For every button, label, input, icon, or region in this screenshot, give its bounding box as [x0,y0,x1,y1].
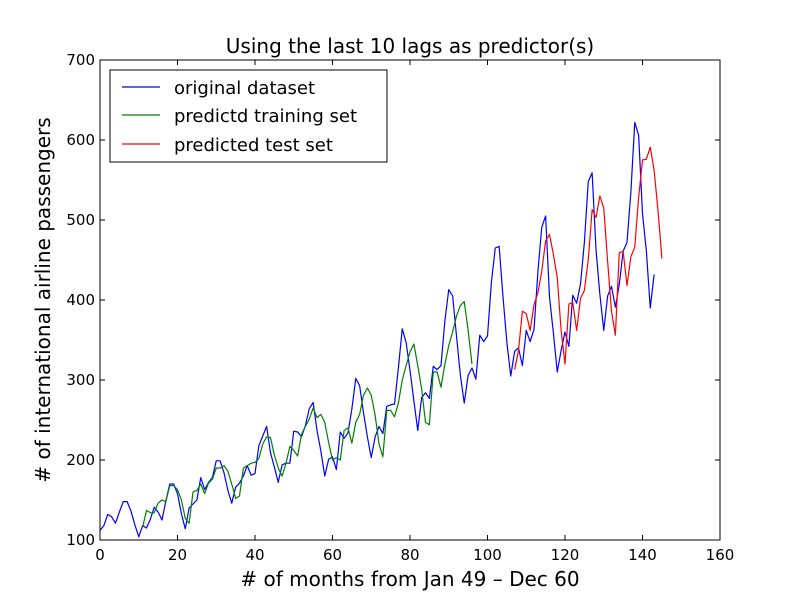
y-tick-label: 500 [66,211,95,229]
series-layer [99,121,663,538]
legend-box [109,69,388,163]
x-tick-label: 160 [706,546,735,564]
legend-label-predicted-training-set: predictd training set [174,106,357,127]
legend-label-original-dataset: original dataset [174,78,315,99]
x-tick-label: 100 [473,546,502,564]
y-tick-label: 700 [66,51,95,69]
y-axis-label: # of international airline passengers [31,117,55,482]
y-tick-label: 300 [66,371,95,389]
legend: original dataset predictd training set p… [109,69,388,163]
y-tick-label: 100 [66,531,95,549]
y-tick-label: 400 [66,291,95,309]
y-tick-label: 200 [66,451,95,469]
x-tick-label: 60 [323,546,342,564]
x-tick-label: 120 [551,546,580,564]
x-tick-label: 140 [628,546,657,564]
x-tick-label: 20 [168,546,187,564]
series-line-predicted-test-set [514,146,663,370]
legend-label-predicted-test-set: predicted test set [174,135,333,156]
x-tick-label: 80 [400,546,419,564]
chart-title: Using the last 10 lags as predictor(s) [226,34,594,58]
series-line-predictd-training-set [142,301,473,528]
x-tick-label: 40 [245,546,264,564]
y-tick-label: 600 [66,131,95,149]
axis-layer: 0 20 40 60 80 100 120 140 160 100 200 300 400 500 600 7… [66,51,734,564]
x-tick-label: 0 [95,546,105,564]
x-axis-label: # of months from Jan 49 – Dec 60 [240,567,579,591]
